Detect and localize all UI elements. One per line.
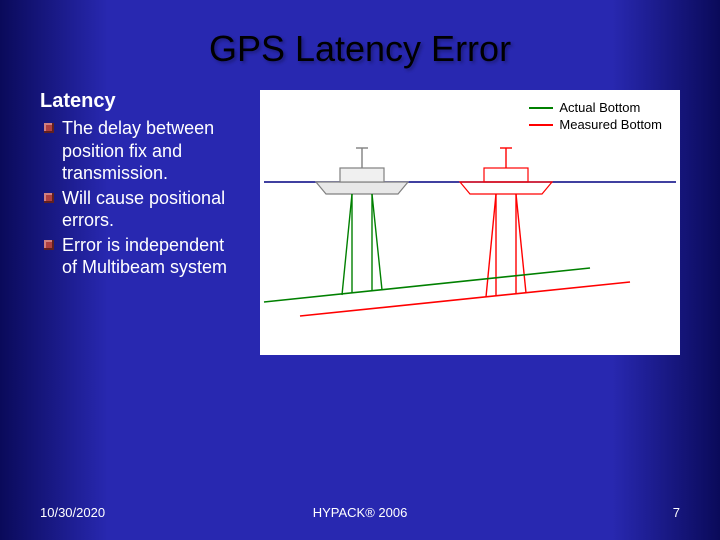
footer-center: HYPACK® 2006: [313, 505, 408, 520]
measured-bottom-line: [300, 282, 630, 316]
page-title: GPS Latency Error: [0, 0, 720, 70]
legend-swatch: [529, 107, 553, 109]
legend-item-measured: Measured Bottom: [529, 117, 662, 132]
legend-label: Actual Bottom: [559, 100, 640, 115]
slide-footer: 10/30/2020 HYPACK® 2006 7: [0, 505, 720, 520]
footer-page-number: 7: [673, 505, 680, 520]
diagram-legend: Actual Bottom Measured Bottom: [529, 100, 662, 134]
list-item: The delay between position fix and trans…: [40, 117, 240, 185]
subheading: Latency: [40, 90, 240, 113]
bullet-list: The delay between position fix and trans…: [40, 117, 240, 279]
diagram-column: Actual Bottom Measured Bottom: [260, 90, 680, 355]
content-area: Latency The delay between position fix a…: [0, 70, 720, 355]
list-item: Will cause positional errors.: [40, 187, 240, 232]
text-column: Latency The delay between position fix a…: [40, 90, 240, 355]
ship-measured: [460, 148, 552, 297]
latency-diagram: Actual Bottom Measured Bottom: [260, 90, 680, 355]
legend-label: Measured Bottom: [559, 117, 662, 132]
legend-item-actual: Actual Bottom: [529, 100, 662, 115]
legend-swatch: [529, 124, 553, 126]
actual-bottom-line: [264, 268, 590, 302]
ship-actual: [316, 148, 408, 295]
list-item: Error is independent of Multibeam system: [40, 234, 240, 279]
footer-date: 10/30/2020: [40, 505, 105, 520]
